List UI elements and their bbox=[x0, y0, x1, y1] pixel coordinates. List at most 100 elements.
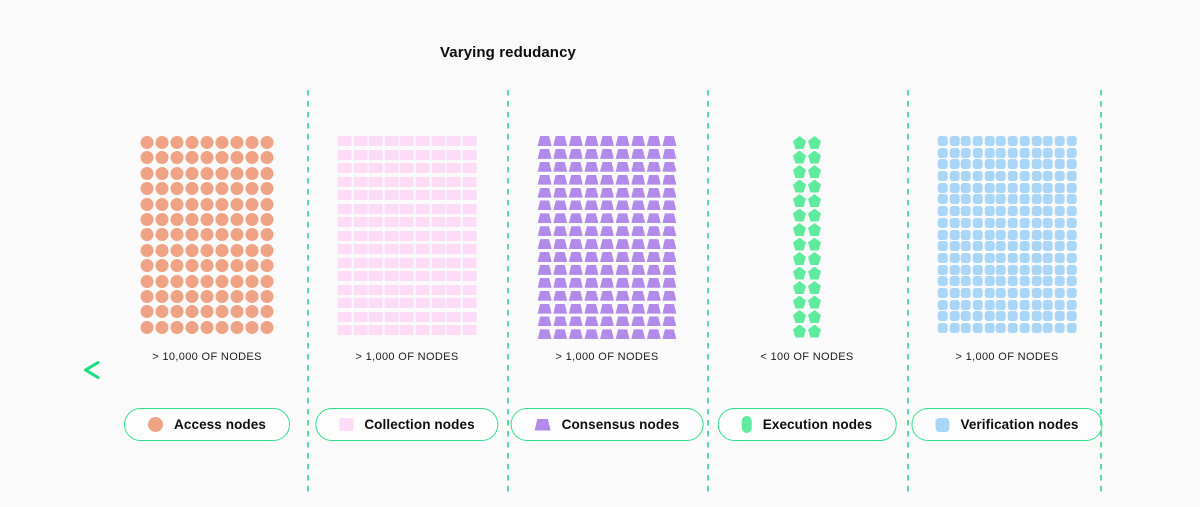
verification-node bbox=[1066, 171, 1077, 182]
verification-node bbox=[1019, 229, 1030, 240]
consensus-node bbox=[631, 226, 646, 237]
consensus-legend-label: Consensus nodes bbox=[561, 417, 680, 432]
verification-node bbox=[1054, 147, 1065, 158]
verification-node bbox=[1066, 136, 1077, 146]
collection-node bbox=[368, 244, 383, 254]
consensus-node bbox=[568, 277, 583, 288]
consensus-node bbox=[584, 187, 599, 198]
consensus-node bbox=[600, 213, 614, 224]
access-node bbox=[185, 166, 199, 180]
collection-node bbox=[415, 230, 430, 241]
consensus-node bbox=[662, 239, 677, 250]
consensus-node bbox=[631, 187, 646, 198]
verification-node bbox=[1066, 217, 1077, 228]
access-node bbox=[230, 289, 244, 303]
verification-node bbox=[996, 182, 1007, 193]
group-consensus: > 1,000 OF NODES Consensus nodes bbox=[507, 0, 707, 507]
collection-node bbox=[353, 149, 368, 160]
verification-node bbox=[949, 252, 960, 263]
verification-node bbox=[996, 171, 1007, 182]
collection-node bbox=[446, 203, 461, 214]
verification-node bbox=[1007, 241, 1018, 252]
access-node bbox=[200, 243, 214, 257]
collection-node bbox=[368, 149, 383, 160]
collection-node bbox=[446, 190, 461, 200]
access-node bbox=[245, 259, 259, 273]
verification-node bbox=[1042, 159, 1053, 170]
verification-node bbox=[1031, 264, 1042, 275]
verification-node bbox=[961, 252, 972, 263]
collection-node bbox=[400, 311, 414, 322]
verification-node bbox=[972, 323, 983, 333]
collection-node bbox=[353, 230, 368, 241]
verification-node bbox=[1019, 311, 1030, 322]
verification-node bbox=[1042, 287, 1053, 298]
verification-node bbox=[984, 159, 995, 170]
consensus-node bbox=[646, 290, 661, 301]
consensus-node bbox=[646, 277, 661, 288]
verification-node bbox=[961, 287, 972, 298]
verification-node bbox=[1054, 287, 1065, 298]
verification-node bbox=[1066, 194, 1077, 205]
consensus-node bbox=[584, 148, 599, 159]
verification-node bbox=[1031, 194, 1042, 205]
access-node bbox=[140, 243, 154, 257]
consensus-node bbox=[600, 277, 614, 288]
consensus-node bbox=[646, 200, 661, 211]
access-node bbox=[245, 182, 259, 196]
collection-node bbox=[400, 271, 414, 281]
verification-node bbox=[1066, 287, 1077, 298]
consensus-node-grid bbox=[537, 136, 677, 340]
collection-node bbox=[462, 149, 477, 160]
access-node bbox=[260, 243, 274, 257]
verification-node bbox=[996, 252, 1007, 263]
consensus-node bbox=[646, 148, 661, 159]
verification-node bbox=[1019, 264, 1030, 275]
consensus-node bbox=[568, 239, 583, 250]
section-divider-line bbox=[907, 90, 909, 492]
consensus-node bbox=[646, 252, 661, 263]
execution-node bbox=[793, 295, 806, 309]
verification-node bbox=[984, 276, 995, 287]
collection-node bbox=[384, 298, 399, 308]
access-node bbox=[230, 151, 244, 165]
consensus-node bbox=[537, 316, 552, 327]
collection-node bbox=[384, 257, 399, 268]
access-node bbox=[215, 166, 229, 180]
verification-node bbox=[984, 241, 995, 252]
group-access: > 10,000 OF NODES Access nodes bbox=[107, 0, 307, 507]
verification-node bbox=[1066, 252, 1077, 263]
consensus-node bbox=[600, 239, 614, 250]
verification-node bbox=[961, 182, 972, 193]
collection-node bbox=[462, 298, 477, 308]
access-node bbox=[215, 305, 229, 319]
consensus-node bbox=[600, 264, 614, 275]
verification-node bbox=[996, 287, 1007, 298]
collection-node bbox=[337, 149, 352, 160]
consensus-node bbox=[537, 200, 552, 211]
collection-node bbox=[400, 203, 414, 214]
collection-node bbox=[400, 257, 414, 268]
verification-node bbox=[1007, 217, 1018, 228]
verification-node bbox=[961, 276, 972, 287]
collection-node bbox=[431, 190, 446, 200]
verification-node bbox=[972, 147, 983, 158]
collection-node bbox=[431, 284, 446, 295]
collection-node bbox=[337, 163, 352, 173]
collection-node bbox=[400, 230, 414, 241]
consensus-node bbox=[537, 252, 552, 263]
verification-node bbox=[996, 229, 1007, 240]
verification-node bbox=[961, 311, 972, 322]
verification-node bbox=[1007, 276, 1018, 287]
verification-node-icon bbox=[935, 417, 950, 432]
access-node bbox=[200, 136, 214, 149]
collection-node bbox=[353, 136, 368, 146]
collection-node bbox=[415, 136, 430, 146]
consensus-node bbox=[646, 264, 661, 275]
verification-node bbox=[937, 194, 948, 205]
collection-node bbox=[368, 190, 383, 200]
access-node bbox=[155, 212, 169, 226]
consensus-node bbox=[646, 316, 661, 327]
consensus-node bbox=[662, 148, 677, 159]
verification-node bbox=[1054, 182, 1065, 193]
